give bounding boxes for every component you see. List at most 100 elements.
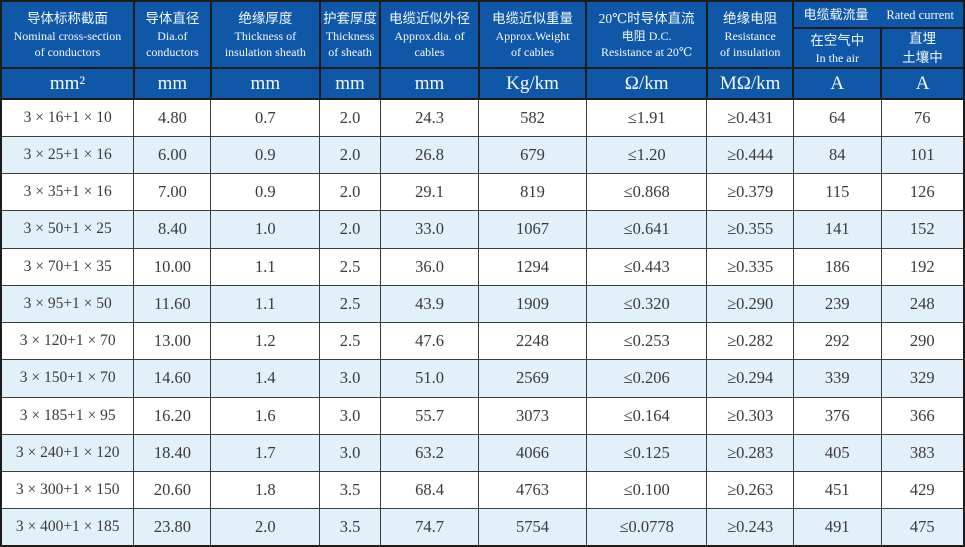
col-header-insulation-resistance: 绝缘电阻 Resistance of insulation [705, 0, 795, 69]
cell: 679 [478, 135, 587, 175]
cell: ≥0.290 [706, 284, 794, 324]
cell: 2.5 [319, 247, 381, 286]
unit-cell: mm² [0, 67, 135, 100]
cell: 1909 [478, 284, 587, 324]
col-header-dc-resistance: 20℃时导体直流 电阻 D.C. Resistance at 20℃ [585, 0, 708, 69]
cell: 1.6 [210, 396, 321, 435]
cell: 6.00 [133, 135, 212, 175]
cell: 2.0 [210, 508, 321, 547]
cell: 582 [478, 98, 587, 137]
cell: 1.4 [210, 359, 321, 398]
cell: 16.20 [133, 396, 212, 435]
cell: 36.0 [379, 247, 480, 286]
cell: ≥0.379 [706, 172, 794, 212]
cell: 405 [792, 433, 882, 473]
cell: ≤0.0778 [585, 508, 708, 547]
cell: 3.0 [319, 396, 381, 435]
cell: 14.60 [133, 359, 212, 398]
col-header-in-air: 在空气中 In the air [792, 27, 883, 69]
table-body: 3 × 16+1 × 10 4.80 0.7 2.0 24.3 582 ≤1.91 ≥0.43… [0, 98, 965, 547]
header-line-en: In the air [815, 50, 859, 65]
cell: 3.5 [319, 470, 381, 510]
cell: 74.7 [379, 508, 480, 547]
unit-cell: mm [318, 67, 382, 100]
cell: ≥0.355 [706, 210, 794, 249]
cell: 76 [880, 98, 965, 137]
cell: 68.4 [379, 470, 480, 510]
cell: ≥0.294 [706, 359, 794, 398]
unit-cell: mm [379, 67, 480, 100]
cell: 4.80 [133, 98, 212, 137]
cell: 1.2 [210, 321, 321, 361]
header-line-zh: 20℃时导体直流 [598, 11, 695, 26]
cell: ≥0.303 [706, 396, 794, 435]
cell: 0.9 [210, 135, 321, 175]
cell: 1.8 [210, 470, 321, 510]
cell: 3 × 150+1 × 70 [0, 359, 135, 398]
cell: 43.9 [379, 284, 480, 324]
cell: 3 × 50+1 × 25 [0, 210, 135, 249]
cell: 192 [880, 247, 965, 286]
cell: 2.0 [319, 135, 381, 175]
cell: 475 [880, 508, 965, 547]
cell: ≥0.283 [706, 433, 794, 473]
cell: ≤0.443 [585, 247, 708, 286]
header-line-zh: 在空气中 [810, 32, 865, 48]
table-row: 3 × 300+1 × 150 20.60 1.8 3.5 68.4 4763 ≤0.100… [0, 470, 965, 510]
cell: 239 [792, 284, 882, 324]
cell: 55.7 [379, 396, 480, 435]
cell: ≤0.206 [585, 359, 708, 398]
cell: 329 [880, 359, 965, 398]
cell: 2569 [478, 359, 587, 398]
header-line-zh: 护套厚度 [323, 11, 378, 26]
cell: 4066 [478, 433, 587, 473]
cell: 2.0 [319, 172, 381, 212]
cell: 1.0 [210, 210, 321, 249]
header-line-en: Nominal cross-section [13, 29, 122, 43]
cell: 3 × 70+1 × 35 [0, 247, 135, 286]
table-row: 3 × 150+1 × 70 14.60 1.4 3.0 51.0 2569 ≤0.206 ≥… [0, 359, 965, 398]
cell: 3073 [478, 396, 587, 435]
rated-current-title-zh: 电缆载流量 [803, 7, 869, 22]
header-line-zh: 电缆近似重量 [492, 11, 574, 26]
cell: 141 [792, 210, 882, 249]
cell: 26.8 [379, 135, 480, 175]
cell: ≤0.164 [585, 396, 708, 435]
cell: 0.7 [210, 98, 321, 137]
unit-cell: A [880, 67, 965, 100]
cell: 451 [792, 470, 882, 510]
cell: 3 × 25+1 × 16 [0, 135, 135, 175]
header-line-zh: 导体标称截面 [26, 11, 108, 26]
cell: ≤1.91 [585, 98, 708, 137]
cell: ≥0.444 [706, 135, 794, 175]
cell: 1.1 [210, 284, 321, 324]
cell: 2.5 [319, 284, 381, 324]
cell: 51.0 [379, 359, 480, 398]
cell: 1067 [478, 210, 587, 249]
table-row: 3 × 240+1 × 120 18.40 1.7 3.0 63.2 4066 ≤0.125… [0, 433, 965, 473]
header-line-en: Dia.of [157, 29, 188, 43]
cell: ≥0.243 [706, 508, 794, 547]
cell: 3.0 [319, 433, 381, 473]
cell: 2.0 [319, 98, 381, 137]
header-line-en: Approx.dia. of [394, 29, 465, 43]
cell: 248 [880, 284, 965, 324]
cell: 101 [880, 135, 965, 175]
cell: 20.60 [133, 470, 212, 510]
cell: 3.5 [319, 508, 381, 547]
col-header-approx-weight: 电缆近似重量 Approx.Weight of cables [477, 0, 588, 69]
cell: ≤0.125 [585, 433, 708, 473]
col-header-buried: 直埋 土壤中 [880, 27, 965, 69]
cell: ≤0.868 [585, 172, 708, 212]
table-row: 3 × 70+1 × 35 10.00 1.1 2.5 36.0 1294 ≤0.443 ≥0… [0, 247, 965, 286]
table-header: 导体标称截面 Nominal cross-section of conducto… [0, 0, 965, 100]
col-group-header-rated-current: 电缆载流量 Rated current [792, 0, 965, 29]
cell: ≤1.20 [585, 135, 708, 175]
header-line-en: insulation sheath [224, 45, 306, 59]
unit-cell: A [792, 67, 883, 100]
table-row: 3 × 120+1 × 70 13.00 1.2 2.5 47.6 2248 ≤0.253 ≥… [0, 321, 965, 361]
cell: 3 × 185+1 × 95 [0, 396, 135, 435]
header-row-sub: 在空气中 In the air 直埋 土壤中 [1, 27, 965, 69]
header-line-zh: 直埋 [909, 31, 937, 46]
cell: 3 × 95+1 × 50 [0, 284, 135, 324]
